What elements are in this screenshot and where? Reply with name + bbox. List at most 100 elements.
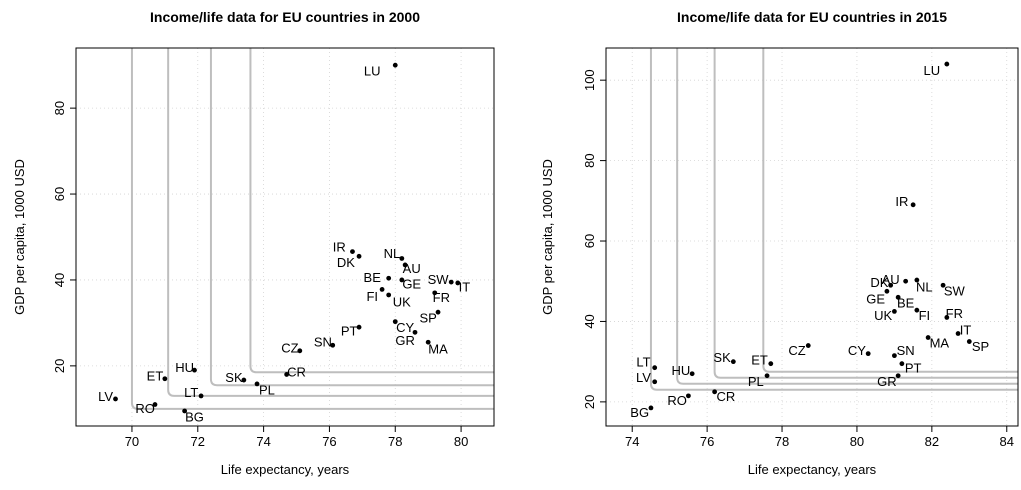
chart-title: Income/life data for EU countries in 201…: [677, 9, 947, 25]
point-label-cr: CR: [287, 364, 306, 379]
data-point-uk: [892, 308, 897, 314]
data-point-be: [895, 294, 901, 300]
point-label-ma: MA: [428, 342, 448, 357]
point-label-cy: CY: [848, 343, 866, 358]
data-point-ge: [884, 288, 890, 294]
point-label-bg: BG: [630, 405, 649, 420]
point-label-pt: PT: [905, 360, 922, 375]
data-point-lv: [113, 396, 118, 402]
data-point-sp: [435, 309, 441, 315]
data-point-nl: [399, 256, 405, 261]
point-label-nl: NL: [384, 246, 401, 261]
data-point-bg: [648, 405, 654, 411]
data-point-bg: [182, 408, 188, 414]
data-point-pl: [254, 381, 260, 387]
point-label-et: ET: [751, 352, 768, 367]
y-tick-label: 80: [52, 101, 67, 115]
x-tick-label: 78: [775, 434, 789, 449]
data-point-lt: [652, 365, 658, 371]
data-point-nl: [914, 277, 920, 283]
chart-title: Income/life data for EU countries in 200…: [150, 9, 420, 25]
point-label-ir: IR: [333, 239, 346, 254]
point-label-hu: HU: [672, 363, 691, 378]
data-point-sn: [330, 342, 336, 348]
data-point-dk: [888, 282, 894, 288]
point-label-gr: GR: [877, 374, 897, 389]
data-point-fr: [944, 315, 950, 320]
data-point-sp: [966, 339, 972, 344]
x-tick-label: 82: [925, 434, 939, 449]
point-label-sk: SK: [713, 350, 731, 365]
data-point-sn: [892, 353, 897, 359]
point-label-lv: LV: [98, 389, 113, 404]
point-label-lv: LV: [636, 370, 651, 385]
y-tick-label: 40: [52, 273, 67, 287]
data-point-ir: [350, 249, 355, 255]
point-label-fr: FR: [433, 290, 450, 305]
x-axis-label: Life expectancy, years: [748, 462, 877, 477]
y-tick-label: 100: [582, 69, 597, 91]
y-axis-label: GDP per capita, 1000 USD: [12, 159, 27, 315]
point-label-bg: BG: [185, 409, 204, 424]
data-point-sk: [730, 359, 736, 365]
x-tick-label: 78: [388, 434, 402, 449]
data-point-fi: [379, 287, 385, 292]
data-point-gr: [412, 329, 418, 335]
y-tick-label: 40: [582, 314, 597, 328]
x-tick-label: 72: [191, 434, 205, 449]
data-point-lu: [944, 61, 950, 67]
data-point-cy: [392, 319, 398, 325]
data-point-it: [955, 331, 961, 336]
y-tick-label: 20: [582, 395, 597, 409]
point-label-it: IT: [960, 323, 972, 338]
data-point-dk: [356, 253, 362, 259]
point-label-ir: IR: [895, 194, 908, 209]
data-point-be: [386, 275, 392, 281]
data-point-sk: [241, 377, 247, 383]
point-label-ma: MA: [930, 336, 950, 351]
point-label-sn: SN: [314, 335, 332, 350]
point-label-pt: PT: [341, 324, 358, 339]
point-label-sk: SK: [225, 370, 243, 385]
data-point-et: [768, 361, 774, 367]
point-label-sn: SN: [897, 343, 915, 358]
data-point-ge: [399, 277, 405, 283]
data-point-pt: [356, 324, 362, 330]
data-point-sw: [448, 279, 454, 285]
data-point-gr: [895, 373, 901, 379]
data-point-ma: [425, 339, 431, 345]
data-point-pl: [764, 373, 770, 379]
point-label-uk: UK: [393, 294, 411, 309]
x-tick-label: 80: [850, 434, 864, 449]
contour-line: [130, 48, 494, 410]
point-label-lu: LU: [364, 64, 381, 79]
point-label-ge: GE: [402, 276, 421, 291]
data-point-hu: [192, 367, 197, 373]
y-tick-label: 60: [582, 234, 597, 248]
contour-line: [167, 48, 494, 397]
y-tick-label: 80: [582, 153, 597, 167]
point-label-lu: LU: [924, 63, 941, 78]
point-label-fi: FI: [919, 308, 931, 323]
x-tick-label: 74: [256, 434, 270, 449]
data-point-ro: [152, 402, 158, 407]
data-point-lt: [198, 393, 204, 399]
data-point-ma: [925, 335, 931, 340]
point-label-dk: DK: [870, 275, 888, 290]
contour-line: [676, 48, 1018, 385]
point-label-cr: CR: [716, 389, 735, 404]
data-point-ir: [910, 202, 916, 208]
panel-2000: Income/life data for EU countries in 200…: [12, 9, 495, 477]
data-point-cr: [284, 372, 290, 377]
point-label-hu: HU: [175, 360, 194, 375]
point-label-au: AU: [882, 272, 900, 287]
panel-2015: Income/life data for EU countries in 201…: [540, 9, 1019, 477]
point-label-fi: FI: [366, 289, 378, 304]
data-point-au: [903, 278, 909, 284]
contour-line: [209, 48, 494, 387]
data-point-cz: [297, 348, 303, 354]
data-point-cy: [865, 351, 871, 357]
plot-frame: [75, 47, 495, 427]
x-tick-label: 76: [700, 434, 714, 449]
